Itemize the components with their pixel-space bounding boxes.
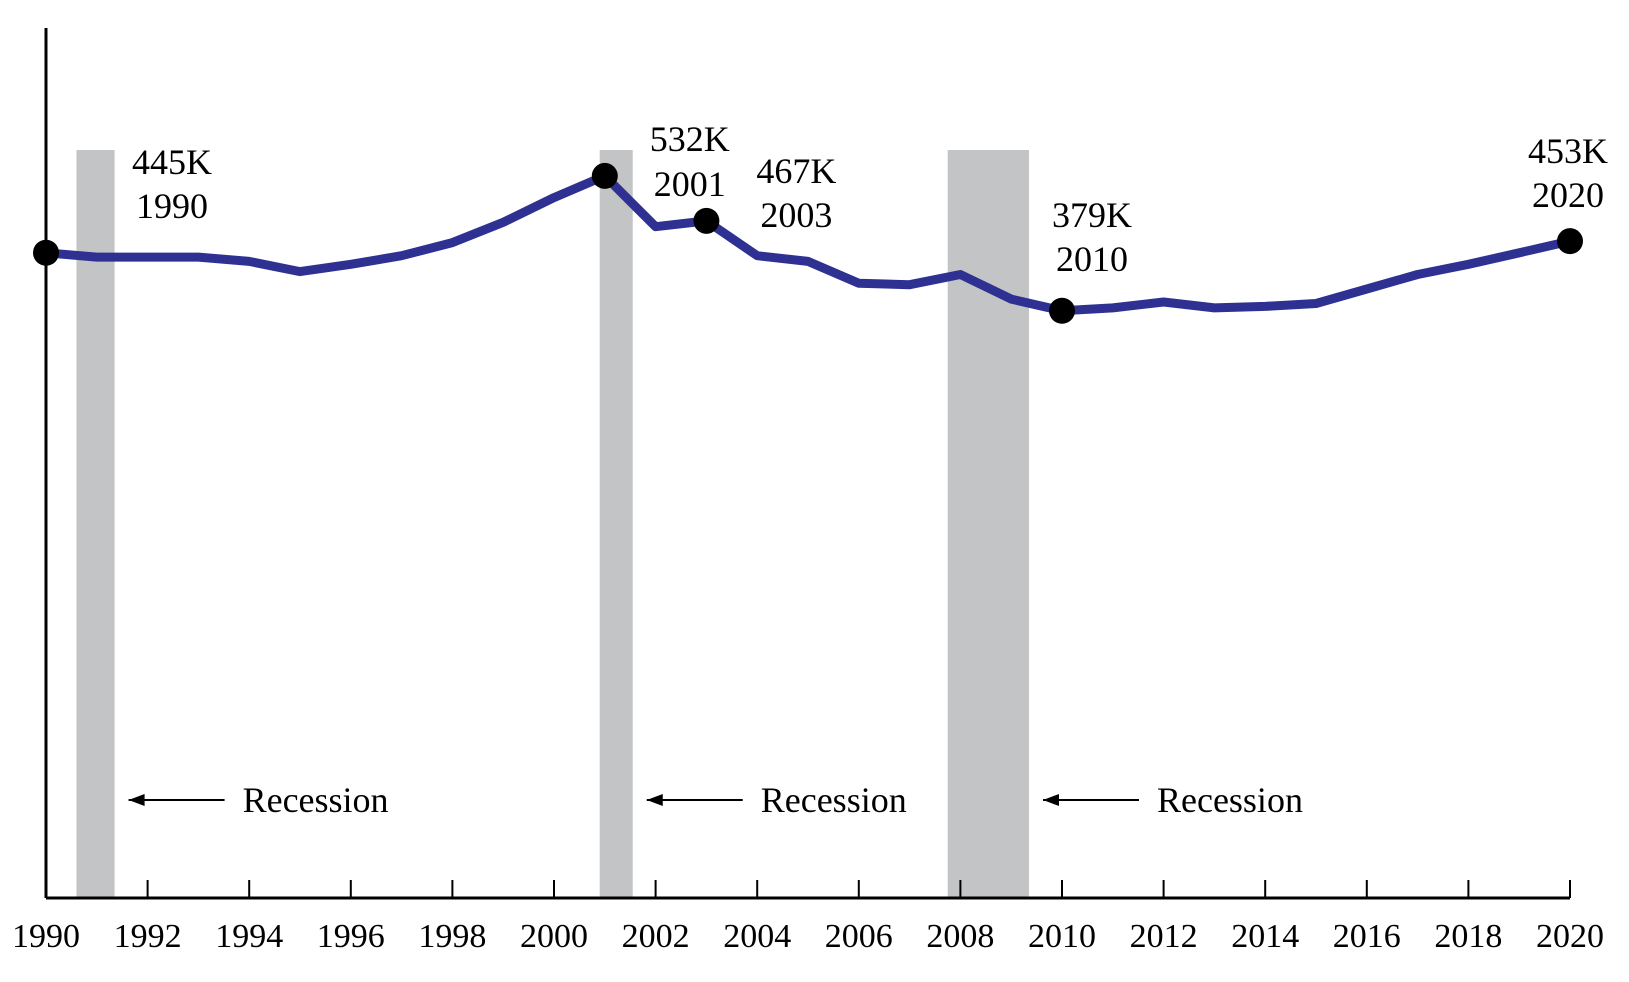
recession-label-2: Recession <box>761 780 907 820</box>
marker-2001 <box>591 162 618 189</box>
recession-label-3: Recession <box>1157 780 1303 820</box>
marker-2020 <box>1557 228 1583 255</box>
series-line-1 <box>41 171 1575 316</box>
x-tick-label-1992: 1992 <box>114 918 182 955</box>
recession-band-1 <box>76 150 115 898</box>
marker-2010 <box>1049 297 1075 324</box>
annotation-value-1990: 445K <box>132 142 212 182</box>
recession-band-3 <box>947 150 1029 898</box>
recession-label-1: Recession <box>243 780 389 820</box>
x-tick-label-2000: 2000 <box>520 918 588 955</box>
annotation-year-2001: 2001 <box>654 164 726 204</box>
x-axis-ticks: 1990 1992 1994 1996 1998 2000 2002 2004 2006 2008… <box>12 880 1604 955</box>
x-tick-label-2020: 2020 <box>1536 918 1604 955</box>
x-tick-label-2002: 2002 <box>622 918 690 955</box>
recession-arrow-head-3 <box>1042 794 1059 806</box>
annotation-year-1990: 1990 <box>136 186 208 226</box>
annotation-year-2020: 2020 <box>1532 175 1604 215</box>
x-tick-label-2010: 2010 <box>1028 918 1096 955</box>
series-lines <box>41 171 1575 316</box>
recession-band-2 <box>599 150 633 898</box>
x-tick-label-2016: 2016 <box>1333 918 1401 955</box>
annotation-year-2010: 2010 <box>1056 239 1128 279</box>
marker-1990 <box>33 239 59 266</box>
axes <box>44 28 1570 900</box>
x-tick-label-2018: 2018 <box>1434 918 1502 955</box>
highlight-markers <box>33 162 1583 324</box>
annotation-year-2003: 2003 <box>760 195 832 235</box>
annotation-value-2001: 532K <box>650 119 730 159</box>
annotation-value-2003: 467K <box>756 151 836 191</box>
x-tick-label-1998: 1998 <box>418 918 486 955</box>
annotation-value-2010: 379K <box>1052 195 1132 235</box>
x-tick-label-2004: 2004 <box>723 918 791 955</box>
x-tick-label-1996: 1996 <box>317 918 385 955</box>
x-tick-label-2012: 2012 <box>1130 918 1198 955</box>
x-tick-label-1994: 1994 <box>215 918 283 955</box>
x-tick-label-2014: 2014 <box>1231 918 1299 955</box>
recession-labels: Recession Recession Recession <box>128 780 1303 820</box>
x-tick-label-1990: 1990 <box>12 918 80 955</box>
x-tick-label-2006: 2006 <box>825 918 893 955</box>
marker-2003 <box>693 207 720 234</box>
x-tick-label-2008: 2008 <box>926 918 994 955</box>
annotation-value-2020: 453K <box>1528 131 1608 171</box>
recession-arrow-head-2 <box>646 794 663 806</box>
recession-arrow-head-1 <box>128 794 145 806</box>
